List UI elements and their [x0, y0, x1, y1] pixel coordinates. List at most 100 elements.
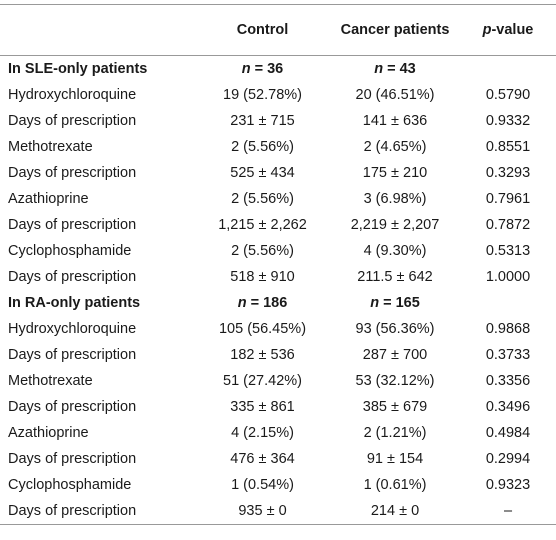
cell-text: 476 ± 364 [230, 451, 295, 467]
table-cell: 182 ± 536 [195, 342, 330, 368]
table-cell: 105 (56.45%) [195, 316, 330, 342]
table-cell: 51 (27.42%) [195, 368, 330, 394]
table-cell [460, 290, 556, 316]
table-row: Days of prescription 335 ± 861 385 ± 679 0.… [0, 394, 556, 420]
cell-text: 4 (2.15%) [231, 425, 294, 441]
table-cell: 2 (5.56%) [195, 238, 330, 264]
table-cell: Hydroxychloroquine [0, 82, 195, 108]
table-cell: 0.2994 [460, 446, 556, 472]
table-cell: 0.9323 [460, 472, 556, 498]
cell-text: 93 (56.36%) [355, 321, 435, 337]
table-cell: 19 (52.78%) [195, 82, 330, 108]
table-cell: 1.0000 [460, 264, 556, 290]
cell-text: 2 (1.21%) [363, 425, 427, 441]
table-cell: Days of prescription [0, 342, 195, 368]
table-row: Cyclophosphamide 2 (5.56%) 4 (9.30%) 0.5313 [0, 238, 556, 264]
table-cell: n = 165 [330, 290, 460, 316]
table-cell: 0.9868 [460, 316, 556, 342]
table-cell: 0.5790 [460, 82, 556, 108]
table-cell: 335 ± 861 [195, 394, 330, 420]
table-row: Azathioprine 4 (2.15%) 2 (1.21%) 0.4984 [0, 420, 556, 446]
cell-text: 19 (52.78%) [223, 87, 302, 103]
cell-text: Days of prescription [8, 165, 137, 181]
cell-text: Cyclophosphamide [8, 477, 132, 493]
table-cell: 525 ± 434 [195, 160, 330, 186]
cell-text: 3 (6.98%) [363, 191, 427, 207]
table-row: Cyclophosphamide 1 (0.54%) 1 (0.61%) 0.9323 [0, 472, 556, 498]
table-cell: 141 ± 636 [330, 108, 460, 134]
table-row: Days of prescription 476 ± 364 91 ± 154 0.2… [0, 446, 556, 472]
cell-text: 214 ± 0 [370, 503, 420, 519]
table-cell: 287 ± 700 [330, 342, 460, 368]
cell-text: n = 165 [370, 295, 420, 311]
table-cell: 93 (56.36%) [330, 316, 460, 342]
cell-text: 0.8551 [485, 139, 531, 155]
cell-text: 518 ± 910 [230, 269, 295, 285]
cell-text: 1 (0.61%) [363, 477, 427, 493]
cell-text: 0.9868 [485, 321, 531, 337]
cell-text: 0.9323 [485, 477, 531, 493]
table-cell: Methotrexate [0, 368, 195, 394]
table-cell: Control [195, 4, 330, 56]
table-cell: 4 (9.30%) [330, 238, 460, 264]
cell-text: 53 (32.12%) [355, 373, 435, 389]
table-cell: 20 (46.51%) [330, 82, 460, 108]
table-cell: 0.5313 [460, 238, 556, 264]
table-cell: 175 ± 210 [330, 160, 460, 186]
cell-text: 335 ± 861 [230, 399, 295, 415]
table-cell: Methotrexate [0, 134, 195, 160]
table-cell: In SLE-only patients [0, 56, 195, 83]
table-cell: 0.3356 [460, 368, 556, 394]
cell-text: 0.4984 [485, 425, 531, 441]
cell-text: 0.5790 [485, 87, 531, 103]
cell-text: 0.2994 [485, 451, 531, 467]
cell-text: 51 (27.42%) [223, 373, 302, 389]
table-cell: Hydroxychloroquine [0, 316, 195, 342]
cell-text: Days of prescription [8, 347, 137, 363]
cell-text: n = 36 [241, 61, 284, 77]
table-cell: 385 ± 679 [330, 394, 460, 420]
table-cell: 1 (0.61%) [330, 472, 460, 498]
cell-text: 2,219 ± 2,207 [350, 217, 440, 233]
cell-text: Days of prescription [8, 113, 137, 129]
table-cell: n = 186 [195, 290, 330, 316]
cell-text: 525 ± 434 [230, 165, 295, 181]
table-cell: Azathioprine [0, 420, 195, 446]
cell-text: 1.0000 [485, 269, 531, 285]
cell-text: 0.7961 [485, 191, 531, 207]
table-cell: 0.3293 [460, 160, 556, 186]
table-cell: 4 (2.15%) [195, 420, 330, 446]
cell-text: – [503, 503, 513, 519]
cell-text: 2 (5.56%) [231, 243, 294, 259]
table-cell: Azathioprine [0, 186, 195, 212]
cell-text: 0.9332 [485, 113, 531, 129]
cell-text: 385 ± 679 [362, 399, 428, 415]
cell-text: 1 (0.54%) [231, 477, 294, 493]
cell-text: 0.3356 [485, 373, 531, 389]
table-cell: In RA-only patients [0, 290, 195, 316]
table-cell: Cyclophosphamide [0, 472, 195, 498]
cell-text: 211.5 ± 642 [357, 269, 433, 285]
table-cell: 0.7961 [460, 186, 556, 212]
table-cell: 935 ± 0 [195, 498, 330, 525]
cell-text: 231 ± 715 [230, 113, 295, 129]
section-row: In RA-only patients n = 186 n = 165 [0, 290, 556, 316]
cell-text: 2 (4.65%) [363, 139, 427, 155]
table-row: Days of prescription 182 ± 536 287 ± 700 0.… [0, 342, 556, 368]
cell-text: 141 ± 636 [362, 113, 428, 129]
table-row: Days of prescription 231 ± 715 141 ± 636 0.… [0, 108, 556, 134]
table-row: Days of prescription 525 ± 434 175 ± 210 0.… [0, 160, 556, 186]
table-row: Azathioprine 2 (5.56%) 3 (6.98%) 0.7961 [0, 186, 556, 212]
cell-text: 935 ± 0 [238, 503, 287, 519]
table-cell: Days of prescription [0, 264, 195, 290]
table-cell: 1 (0.54%) [195, 472, 330, 498]
cell-text: Control [236, 22, 289, 38]
cell-text: 20 (46.51%) [355, 87, 435, 103]
cell-text: Days of prescription [8, 217, 137, 233]
table-cell: Cyclophosphamide [0, 238, 195, 264]
table-cell: p-value [460, 4, 556, 56]
table-cell: Days of prescription [0, 212, 195, 238]
table-row: Hydroxychloroquine 105 (56.45%) 93 (56.36%… [0, 316, 556, 342]
cell-text: 0.3293 [485, 165, 531, 181]
table-cell: 0.9332 [460, 108, 556, 134]
